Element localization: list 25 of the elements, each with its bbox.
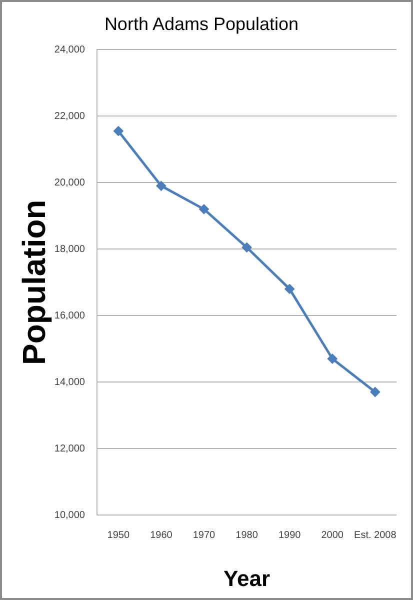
- point: [370, 387, 380, 397]
- y-axis-title: Population: [16, 200, 52, 365]
- point: [198, 204, 209, 214]
- y-tick-label: 18,000: [54, 244, 86, 255]
- point: [113, 126, 124, 136]
- x-tick-label: Est. 2008: [354, 530, 397, 541]
- y-tick-label: 24,000: [54, 44, 86, 56]
- point: [242, 242, 252, 252]
- x-tick-label: 1970: [192, 530, 216, 541]
- y-tick-label: 10,000: [54, 510, 86, 521]
- y-tick-label: 20,000: [54, 177, 86, 188]
- x-tick-label: 1980: [236, 530, 258, 541]
- chart-title: North Adams Population: [104, 14, 299, 34]
- y-tick-label: 22,000: [54, 110, 86, 122]
- y-tick-label: 12,000: [54, 443, 86, 454]
- point: [327, 354, 338, 364]
- y-tick-label: 16,000: [54, 310, 86, 322]
- x-tick-label: 1950: [107, 530, 130, 541]
- x-tick-label: 1990: [278, 530, 302, 541]
- y-tick-label: 14,000: [54, 376, 86, 388]
- point: [156, 180, 166, 191]
- point: [284, 284, 295, 294]
- x-tick-label: 1960: [150, 530, 173, 541]
- x-axis-title: Year: [224, 566, 270, 591]
- x-tick-label: 2000: [321, 530, 344, 541]
